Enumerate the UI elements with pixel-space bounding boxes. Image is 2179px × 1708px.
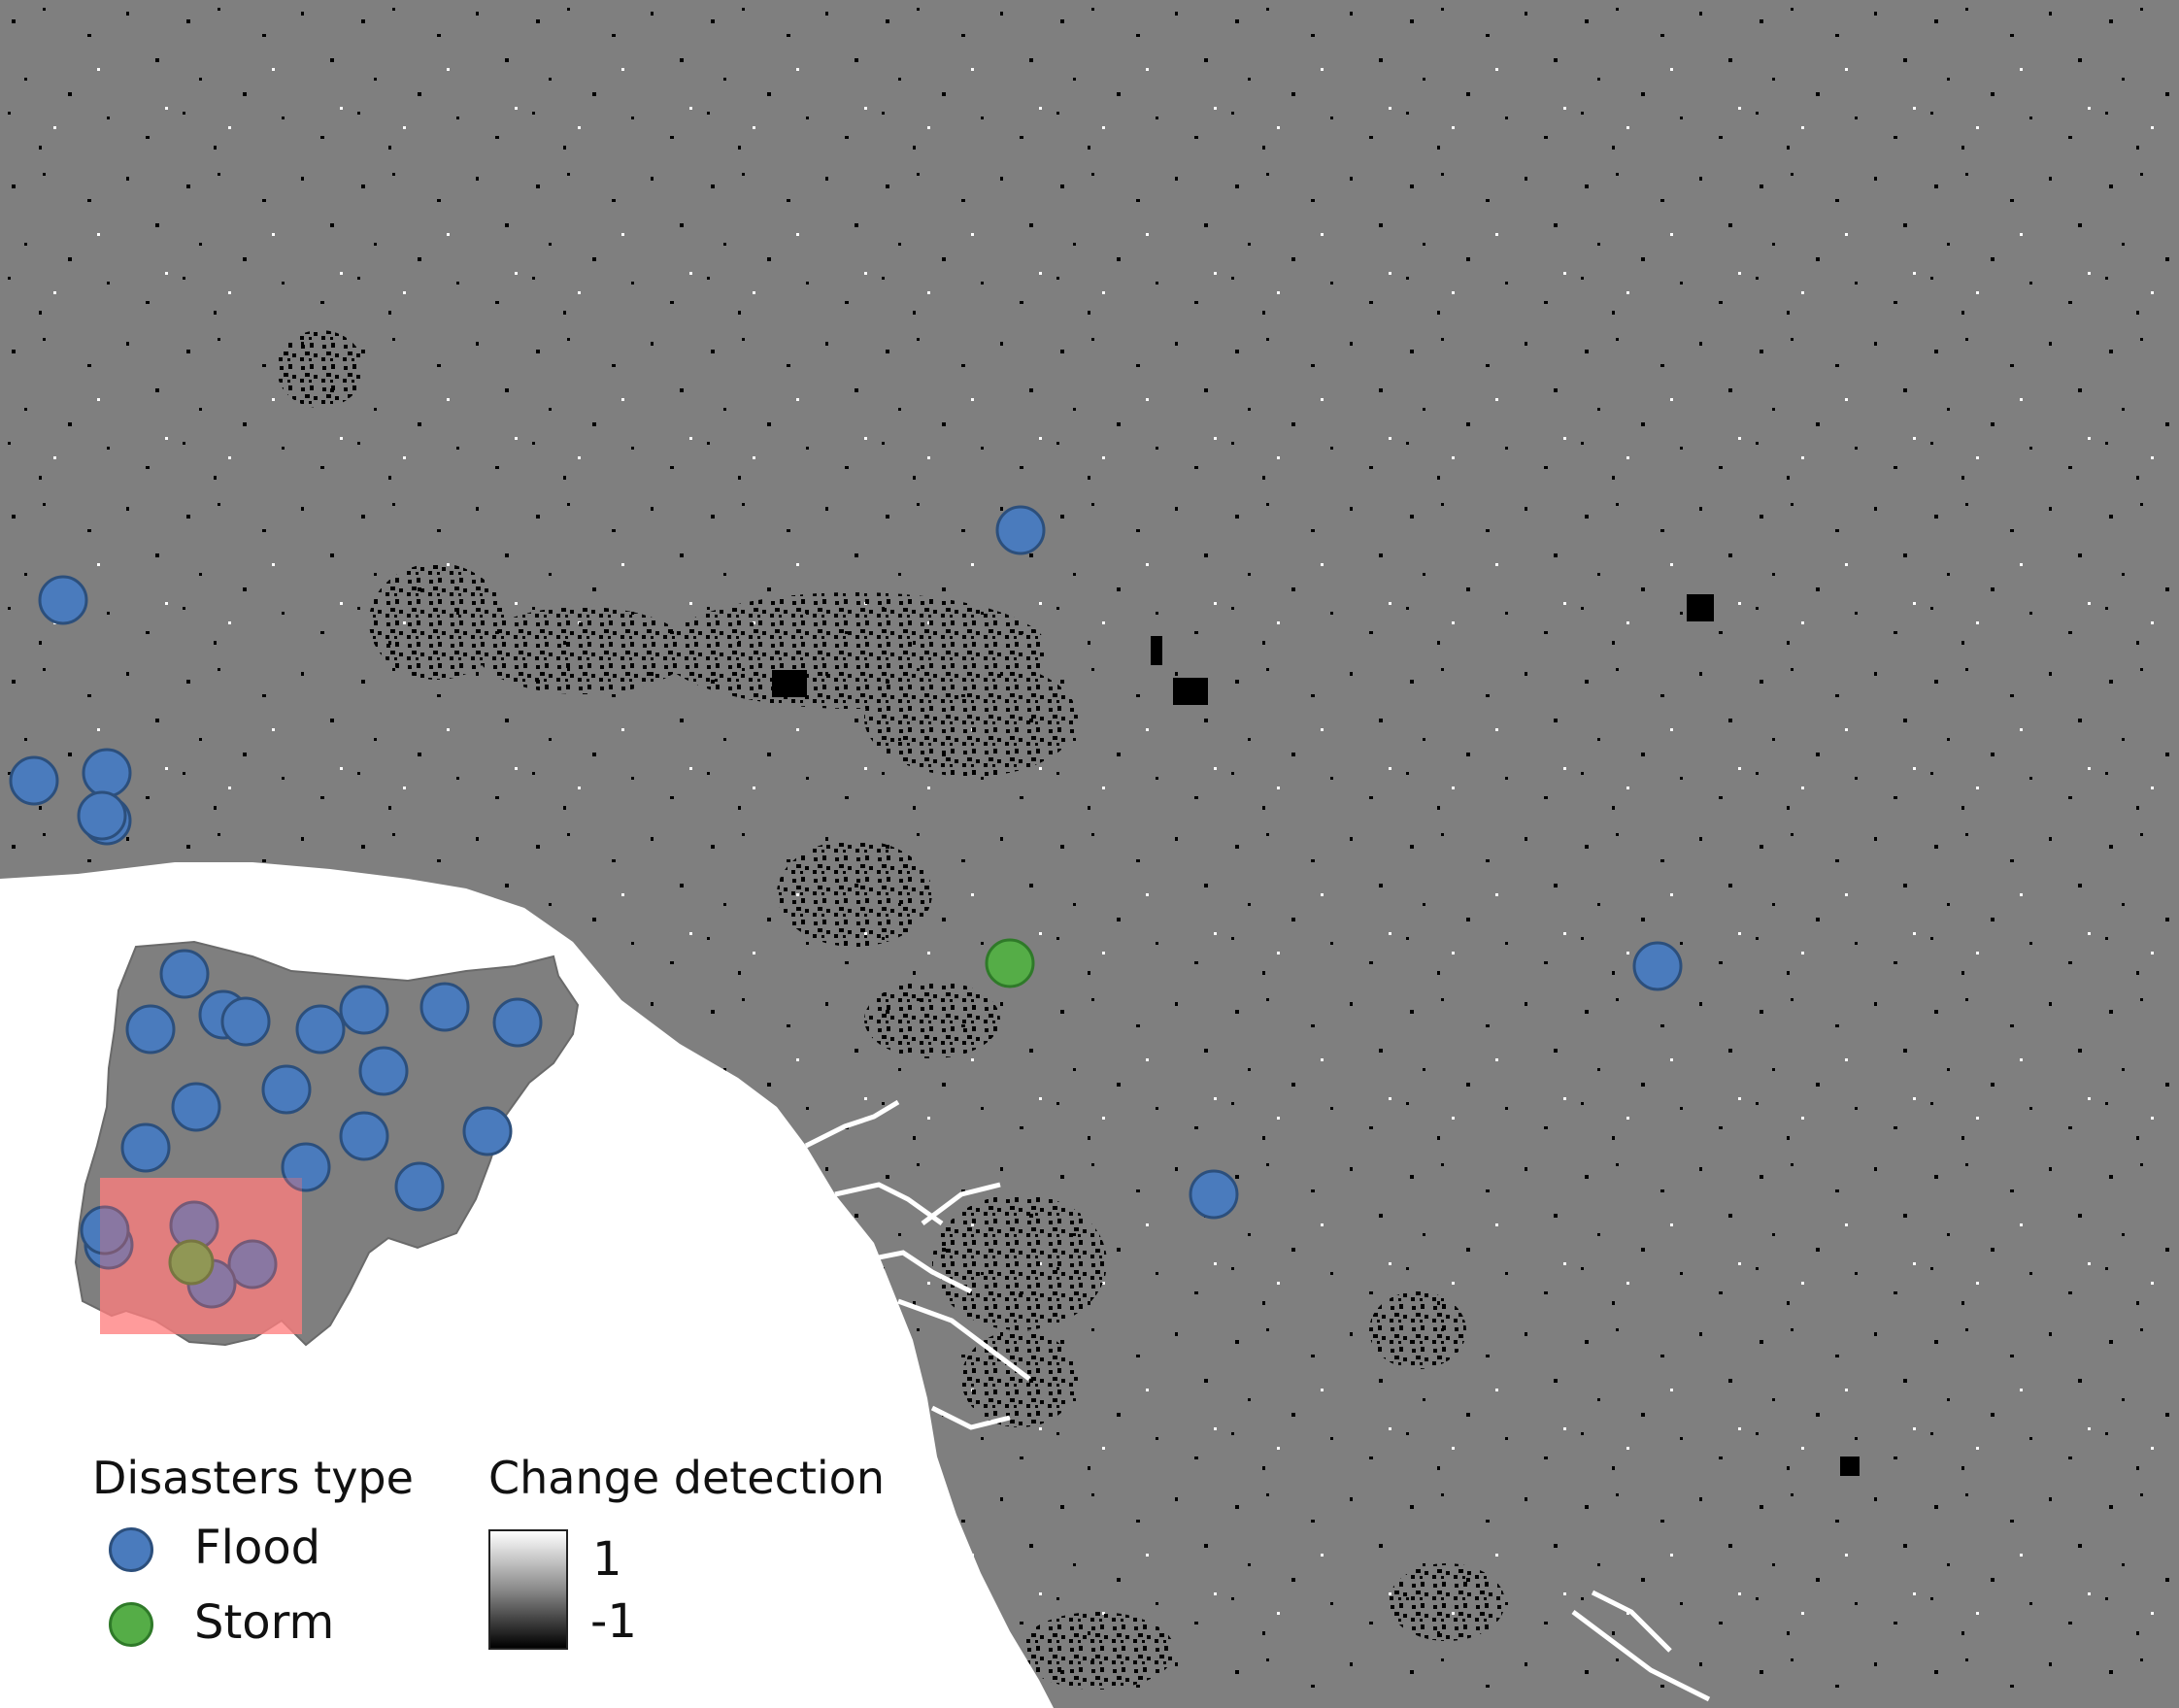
inset-flood-marker <box>339 1111 389 1161</box>
inset-flood-marker <box>281 1142 331 1192</box>
change-color-ramp <box>488 1529 568 1650</box>
storm-marker <box>985 938 1035 988</box>
flood-marker <box>1632 941 1683 991</box>
delta-rivers <box>804 1099 1711 1702</box>
flood-marker <box>77 790 127 841</box>
change-solid-spots <box>772 594 1860 1476</box>
inset-flood-marker <box>227 1239 278 1289</box>
inset-flood-marker <box>492 997 543 1048</box>
inset-flood-markers <box>80 949 543 1309</box>
flood-marker <box>38 575 88 625</box>
legend-flood-label: Flood <box>194 1521 321 1575</box>
change-clusters <box>277 330 1505 1690</box>
inset-flood-marker <box>125 1004 176 1055</box>
study-area-extent-overlay <box>100 1178 302 1334</box>
inset-flood-marker <box>80 1205 130 1256</box>
inset-flood-marker <box>220 996 271 1047</box>
inset-map <box>74 940 580 1347</box>
inset-flood-marker <box>159 949 210 999</box>
legend-change-title: Change detection <box>488 1452 885 1504</box>
flood-legend-icon <box>109 1527 153 1572</box>
flood-marker <box>82 748 132 798</box>
ramp-max-label: 1 <box>592 1532 622 1587</box>
flood-marker <box>995 505 1046 555</box>
inset-flood-marker <box>295 1004 346 1055</box>
flood-markers <box>9 505 1683 1220</box>
inset-flood-marker <box>419 982 470 1032</box>
flood-marker <box>9 755 59 806</box>
storm-legend-icon <box>109 1602 153 1647</box>
flood-marker <box>1189 1169 1239 1220</box>
inset-flood-marker <box>339 985 389 1035</box>
inset-flood-marker <box>261 1064 312 1115</box>
inset-flood-marker <box>462 1106 513 1156</box>
inset-flood-marker <box>171 1082 221 1132</box>
legend-disasters-title: Disasters type <box>92 1452 414 1504</box>
inset-flood-marker <box>394 1161 445 1212</box>
legend-storm-label: Storm <box>194 1595 335 1650</box>
inset-flood-marker <box>358 1046 409 1096</box>
ramp-min-label: -1 <box>590 1594 637 1649</box>
inset-flood-marker <box>120 1122 171 1173</box>
inset-storm-marker <box>168 1239 215 1286</box>
